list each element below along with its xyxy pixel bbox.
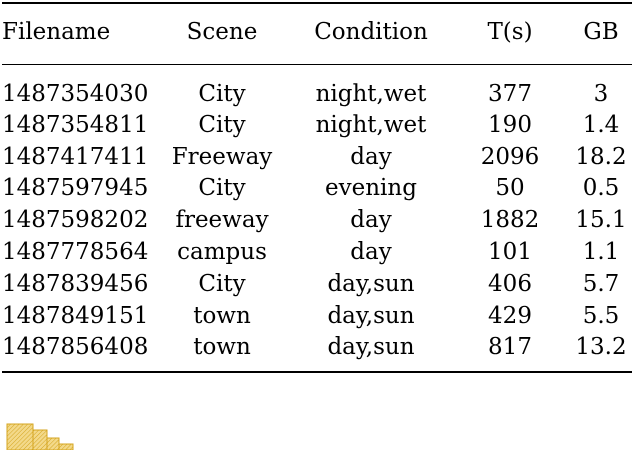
table-row: 1487778564 campus day 101 1.1 [2, 236, 632, 268]
header-duration: T(s) [487, 19, 533, 45]
cell-size-gb: 1.1 [582, 239, 620, 266]
cell-duration: 190 [488, 111, 532, 138]
cell-duration: 101 [488, 239, 532, 266]
cell-size-gb: 0.5 [582, 175, 620, 202]
cell-duration: 429 [488, 302, 532, 329]
cell-scene: campus [177, 239, 267, 266]
header-scene: Scene [186, 19, 258, 45]
table-row: 1487354811 City night,wet 190 1.4 [2, 109, 632, 141]
cell-scene: City [198, 80, 246, 107]
cell-size-gb: 1.4 [582, 111, 620, 138]
cell-scene: town [193, 334, 251, 361]
table-header-row: Filename Scene Condition T(s) GB [2, 0, 632, 64]
cell-condition: day [350, 239, 392, 266]
cell-size-gb: 13.2 [575, 334, 627, 361]
table-row: 1487598202 freeway day 1882 15.1 [2, 204, 632, 236]
fragment-block-large [6, 423, 34, 450]
cell-filename: 1487354030 [2, 80, 149, 107]
table-row: 1487354030 City night,wet 377 3 [2, 64, 632, 109]
fragment-block-small [46, 437, 60, 450]
cell-filename: 1487597945 [2, 175, 149, 202]
cell-scene: Freeway [171, 143, 273, 170]
cell-filename: 1487839456 [2, 270, 149, 297]
table-bottom-rule [2, 371, 632, 373]
cell-size-gb: 3 [593, 80, 609, 107]
cell-filename: 1487354811 [2, 111, 149, 138]
table-row: 1487856408 town day,sun 817 13.2 [2, 332, 632, 364]
cell-duration: 817 [488, 334, 532, 361]
cell-condition: evening [325, 175, 417, 202]
dataset-table: Filename Scene Condition T(s) GB 1487354… [2, 0, 632, 363]
header-condition: Condition [314, 19, 428, 45]
cell-condition: day [350, 207, 392, 234]
table-top-rule [2, 2, 632, 4]
header-filename: Filename [2, 19, 111, 45]
header-size-gb: GB [583, 19, 619, 45]
fragment-block-tiny [58, 443, 74, 450]
cell-duration: 1882 [480, 207, 540, 234]
cell-condition: day,sun [327, 302, 415, 329]
cell-duration: 50 [495, 175, 525, 202]
cell-filename: 1487778564 [2, 239, 149, 266]
cell-scene: freeway [175, 207, 269, 234]
cell-size-gb: 18.2 [575, 143, 627, 170]
cell-condition: day,sun [327, 334, 415, 361]
cell-size-gb: 15.1 [575, 207, 627, 234]
yellow-graphic-fragment [6, 423, 74, 450]
table-row: 1487849151 town day,sun 429 5.5 [2, 300, 632, 332]
cell-filename: 1487417411 [2, 143, 149, 170]
cell-duration: 2096 [480, 143, 540, 170]
cell-condition: day,sun [327, 270, 415, 297]
cell-filename: 1487598202 [2, 207, 149, 234]
cell-duration: 406 [488, 270, 532, 297]
cell-scene: City [198, 175, 246, 202]
cell-scene: town [193, 302, 251, 329]
table-row: 1487417411 Freeway day 2096 18.2 [2, 141, 632, 173]
cell-filename: 1487856408 [2, 334, 149, 361]
table-row: 1487597945 City evening 50 0.5 [2, 173, 632, 205]
cell-size-gb: 5.5 [582, 302, 620, 329]
cell-size-gb: 5.7 [582, 270, 620, 297]
table-row: 1487839456 City day,sun 406 5.7 [2, 268, 632, 300]
cell-scene: City [198, 111, 246, 138]
fragment-block-medium [32, 429, 48, 450]
cell-duration: 377 [488, 80, 532, 107]
cell-condition: day [350, 143, 392, 170]
cell-condition: night,wet [315, 80, 427, 107]
cell-filename: 1487849151 [2, 302, 149, 329]
table-header-rule [2, 64, 632, 65]
cell-scene: City [198, 270, 246, 297]
cell-condition: night,wet [315, 111, 427, 138]
